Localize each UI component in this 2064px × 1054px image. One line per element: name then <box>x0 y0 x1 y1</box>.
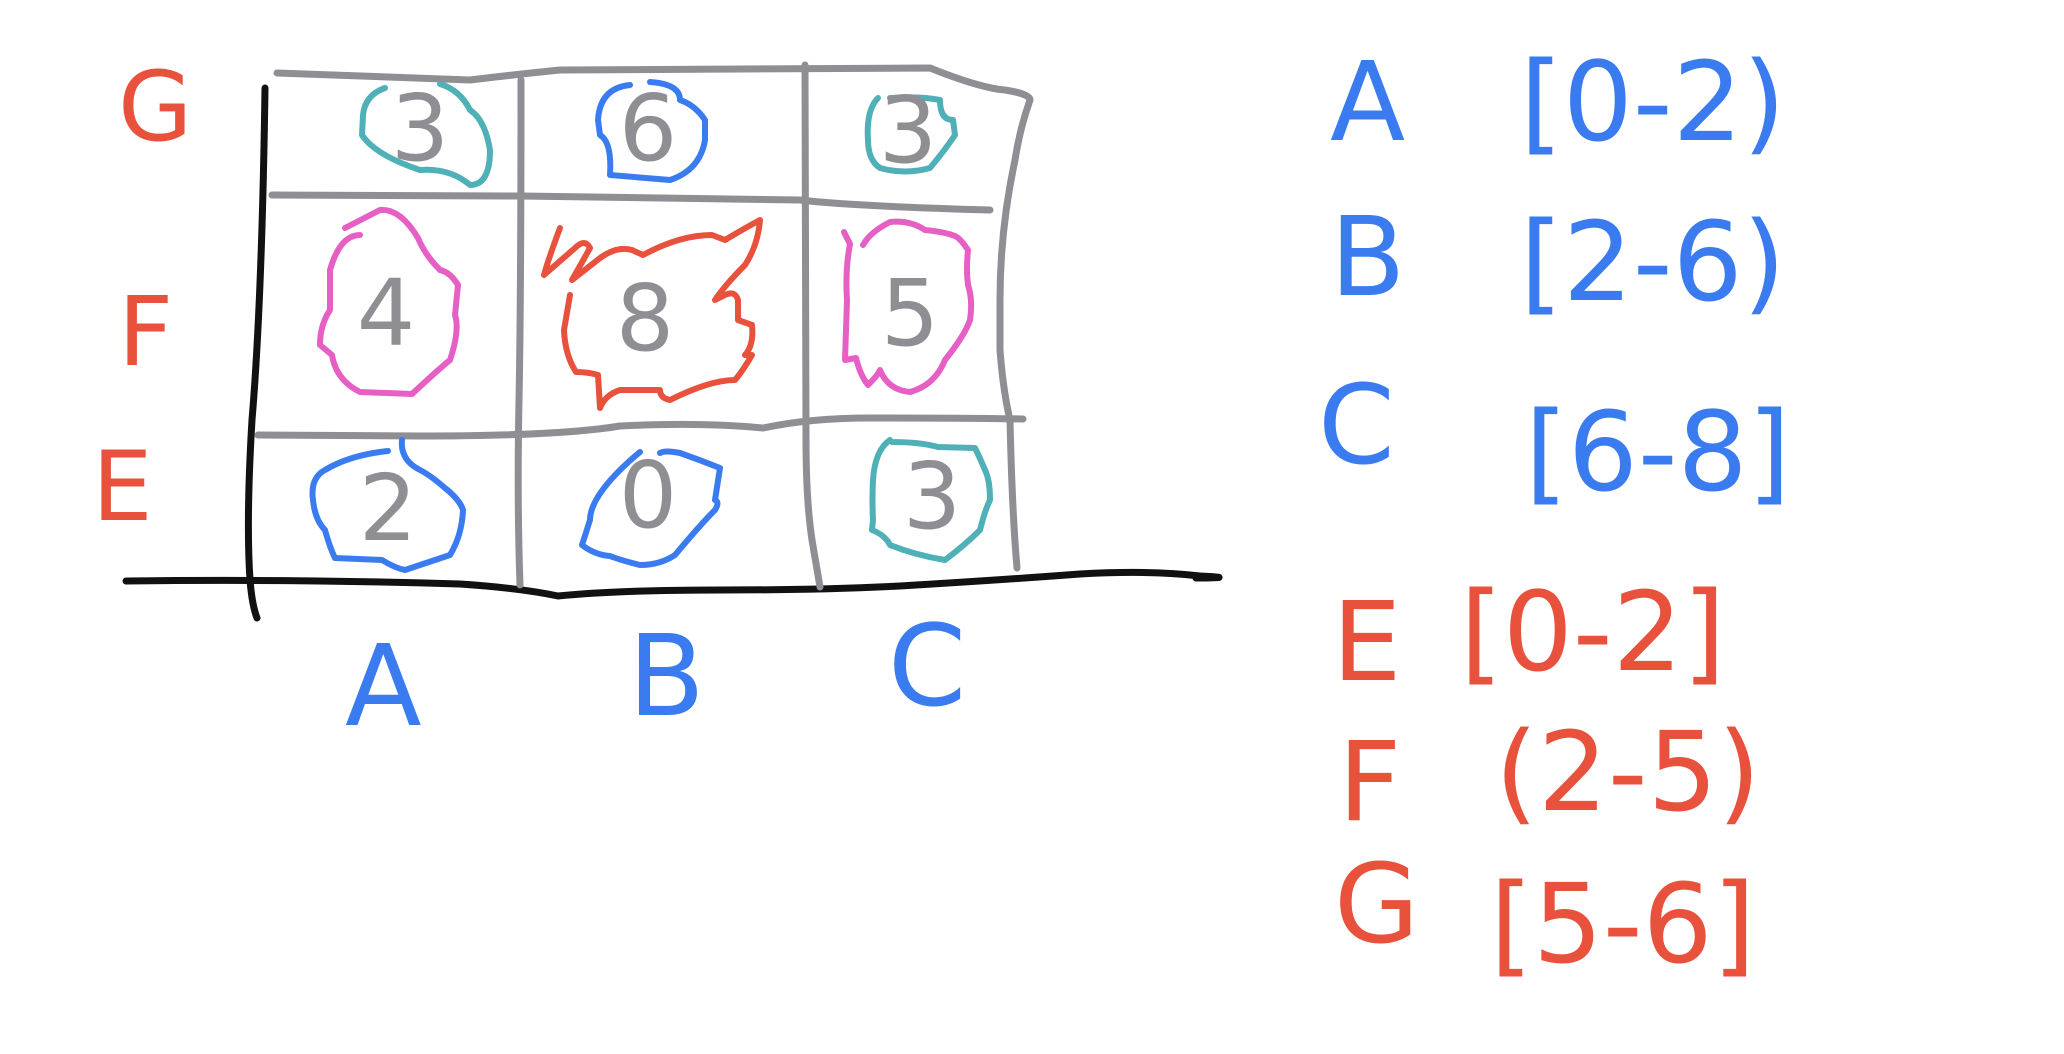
legend-letter-g: G <box>1334 840 1419 968</box>
cell-gb-outline <box>595 79 708 183</box>
cell-gc-value: 3 <box>879 77 938 184</box>
grid-line-a-b <box>514 76 525 589</box>
cell-ga-value: 3 <box>391 75 450 182</box>
legend-letter-f: F <box>1338 718 1401 846</box>
grid-line-b-c <box>801 61 824 591</box>
row-label-f: F <box>118 276 173 388</box>
cell-fc-value: 5 <box>881 260 940 367</box>
cell-eb-value: 0 <box>619 442 678 549</box>
cell-gb-value: 6 <box>619 75 678 182</box>
legend-letter-a: A <box>1330 38 1405 166</box>
col-label-b: B <box>628 612 705 742</box>
cell-fb-value: 8 <box>616 265 675 372</box>
col-label-a: A <box>345 622 422 752</box>
legend-range-f: (2-5) <box>1495 708 1761 836</box>
cell-fa-outline <box>317 206 461 397</box>
legend-range-g: [5-6] <box>1490 860 1756 988</box>
cell-fa-value: 4 <box>357 260 416 367</box>
cell-eb-outline <box>579 448 723 568</box>
legend-range-b: [2-6) <box>1520 198 1786 326</box>
grid-top-line <box>273 64 1034 164</box>
col-label-c: C <box>888 602 966 732</box>
cell-fb-outline <box>541 217 763 411</box>
cell-gc-outline <box>864 94 958 175</box>
grid-line-g-f <box>268 191 994 214</box>
cell-ec-outline <box>869 437 993 563</box>
cell-ea-value: 2 <box>359 455 418 562</box>
legend-letter-b: B <box>1330 193 1405 321</box>
cell-fc-outline <box>841 218 975 395</box>
legend-letter-c: C <box>1318 361 1395 489</box>
grid <box>254 61 1034 591</box>
x-axis-line <box>122 568 1223 600</box>
row-label-g: G <box>118 51 192 163</box>
row-label-e: E <box>92 431 153 543</box>
cell-ea-outline <box>309 437 466 573</box>
legend-range-c: [6-8] <box>1525 388 1791 516</box>
grid-right-line <box>996 156 1021 572</box>
cell-ga-outline <box>359 81 493 188</box>
y-axis-line <box>244 84 269 622</box>
legend-range-e: [0-2] <box>1460 568 1726 696</box>
grid-line-f-e <box>254 414 1027 440</box>
legend-letter-e: E <box>1332 578 1402 706</box>
legend-range-a: [0-2) <box>1520 38 1786 166</box>
cell-ec-value: 3 <box>903 443 962 550</box>
